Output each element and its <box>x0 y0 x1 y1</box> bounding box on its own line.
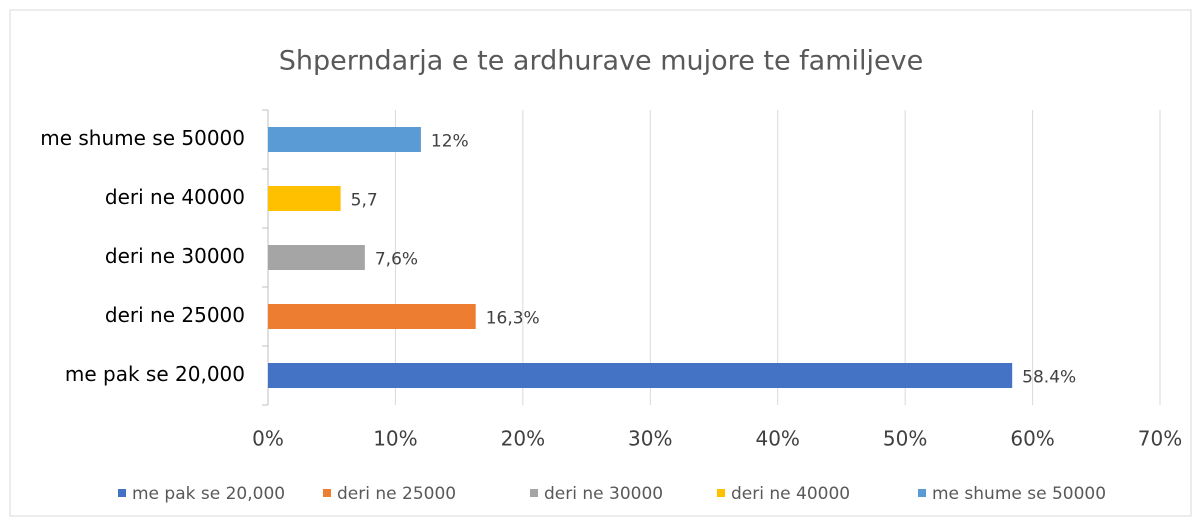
legend-label: deri ne 30000 <box>544 484 663 504</box>
bar <box>268 127 421 152</box>
legend-marker <box>918 489 926 497</box>
chart-border <box>9 9 1192 517</box>
x-tick-label: 10% <box>373 427 417 451</box>
legend-marker <box>323 489 331 497</box>
bar <box>268 245 365 270</box>
legend-marker <box>530 489 538 497</box>
x-tick-label: 0% <box>252 427 284 451</box>
y-tick-label: deri ne 40000 <box>105 185 245 209</box>
x-tick-label: 60% <box>1010 427 1054 451</box>
bar <box>268 363 1013 388</box>
y-tick-label: deri ne 30000 <box>105 244 245 268</box>
x-tick-label: 40% <box>755 427 799 451</box>
bar <box>268 186 341 211</box>
legend-label: deri ne 40000 <box>731 484 850 504</box>
legend-marker <box>118 489 126 497</box>
bar <box>268 304 476 329</box>
value-label: 58.4% <box>1022 368 1076 388</box>
y-tick-label: deri ne 25000 <box>105 303 245 327</box>
x-tick-label: 50% <box>883 427 927 451</box>
value-label: 7,6% <box>375 250 418 270</box>
legend-label: me pak se 20,000 <box>132 484 285 504</box>
value-label: 5,7 <box>351 191 378 211</box>
legend-label: me shume se 50000 <box>932 484 1106 504</box>
x-tick-label: 30% <box>628 427 672 451</box>
x-tick-label: 20% <box>501 427 545 451</box>
legend-label: deri ne 25000 <box>337 484 456 504</box>
chart-title: Shperndarja e te ardhurave mujore te fam… <box>279 46 923 77</box>
x-tick-label: 70% <box>1138 427 1182 451</box>
legend-marker <box>717 489 725 497</box>
value-label: 12% <box>431 132 469 152</box>
y-tick-label: me pak se 20,000 <box>65 362 245 386</box>
value-label: 16,3% <box>486 309 540 329</box>
y-tick-label: me shume se 50000 <box>40 126 245 150</box>
